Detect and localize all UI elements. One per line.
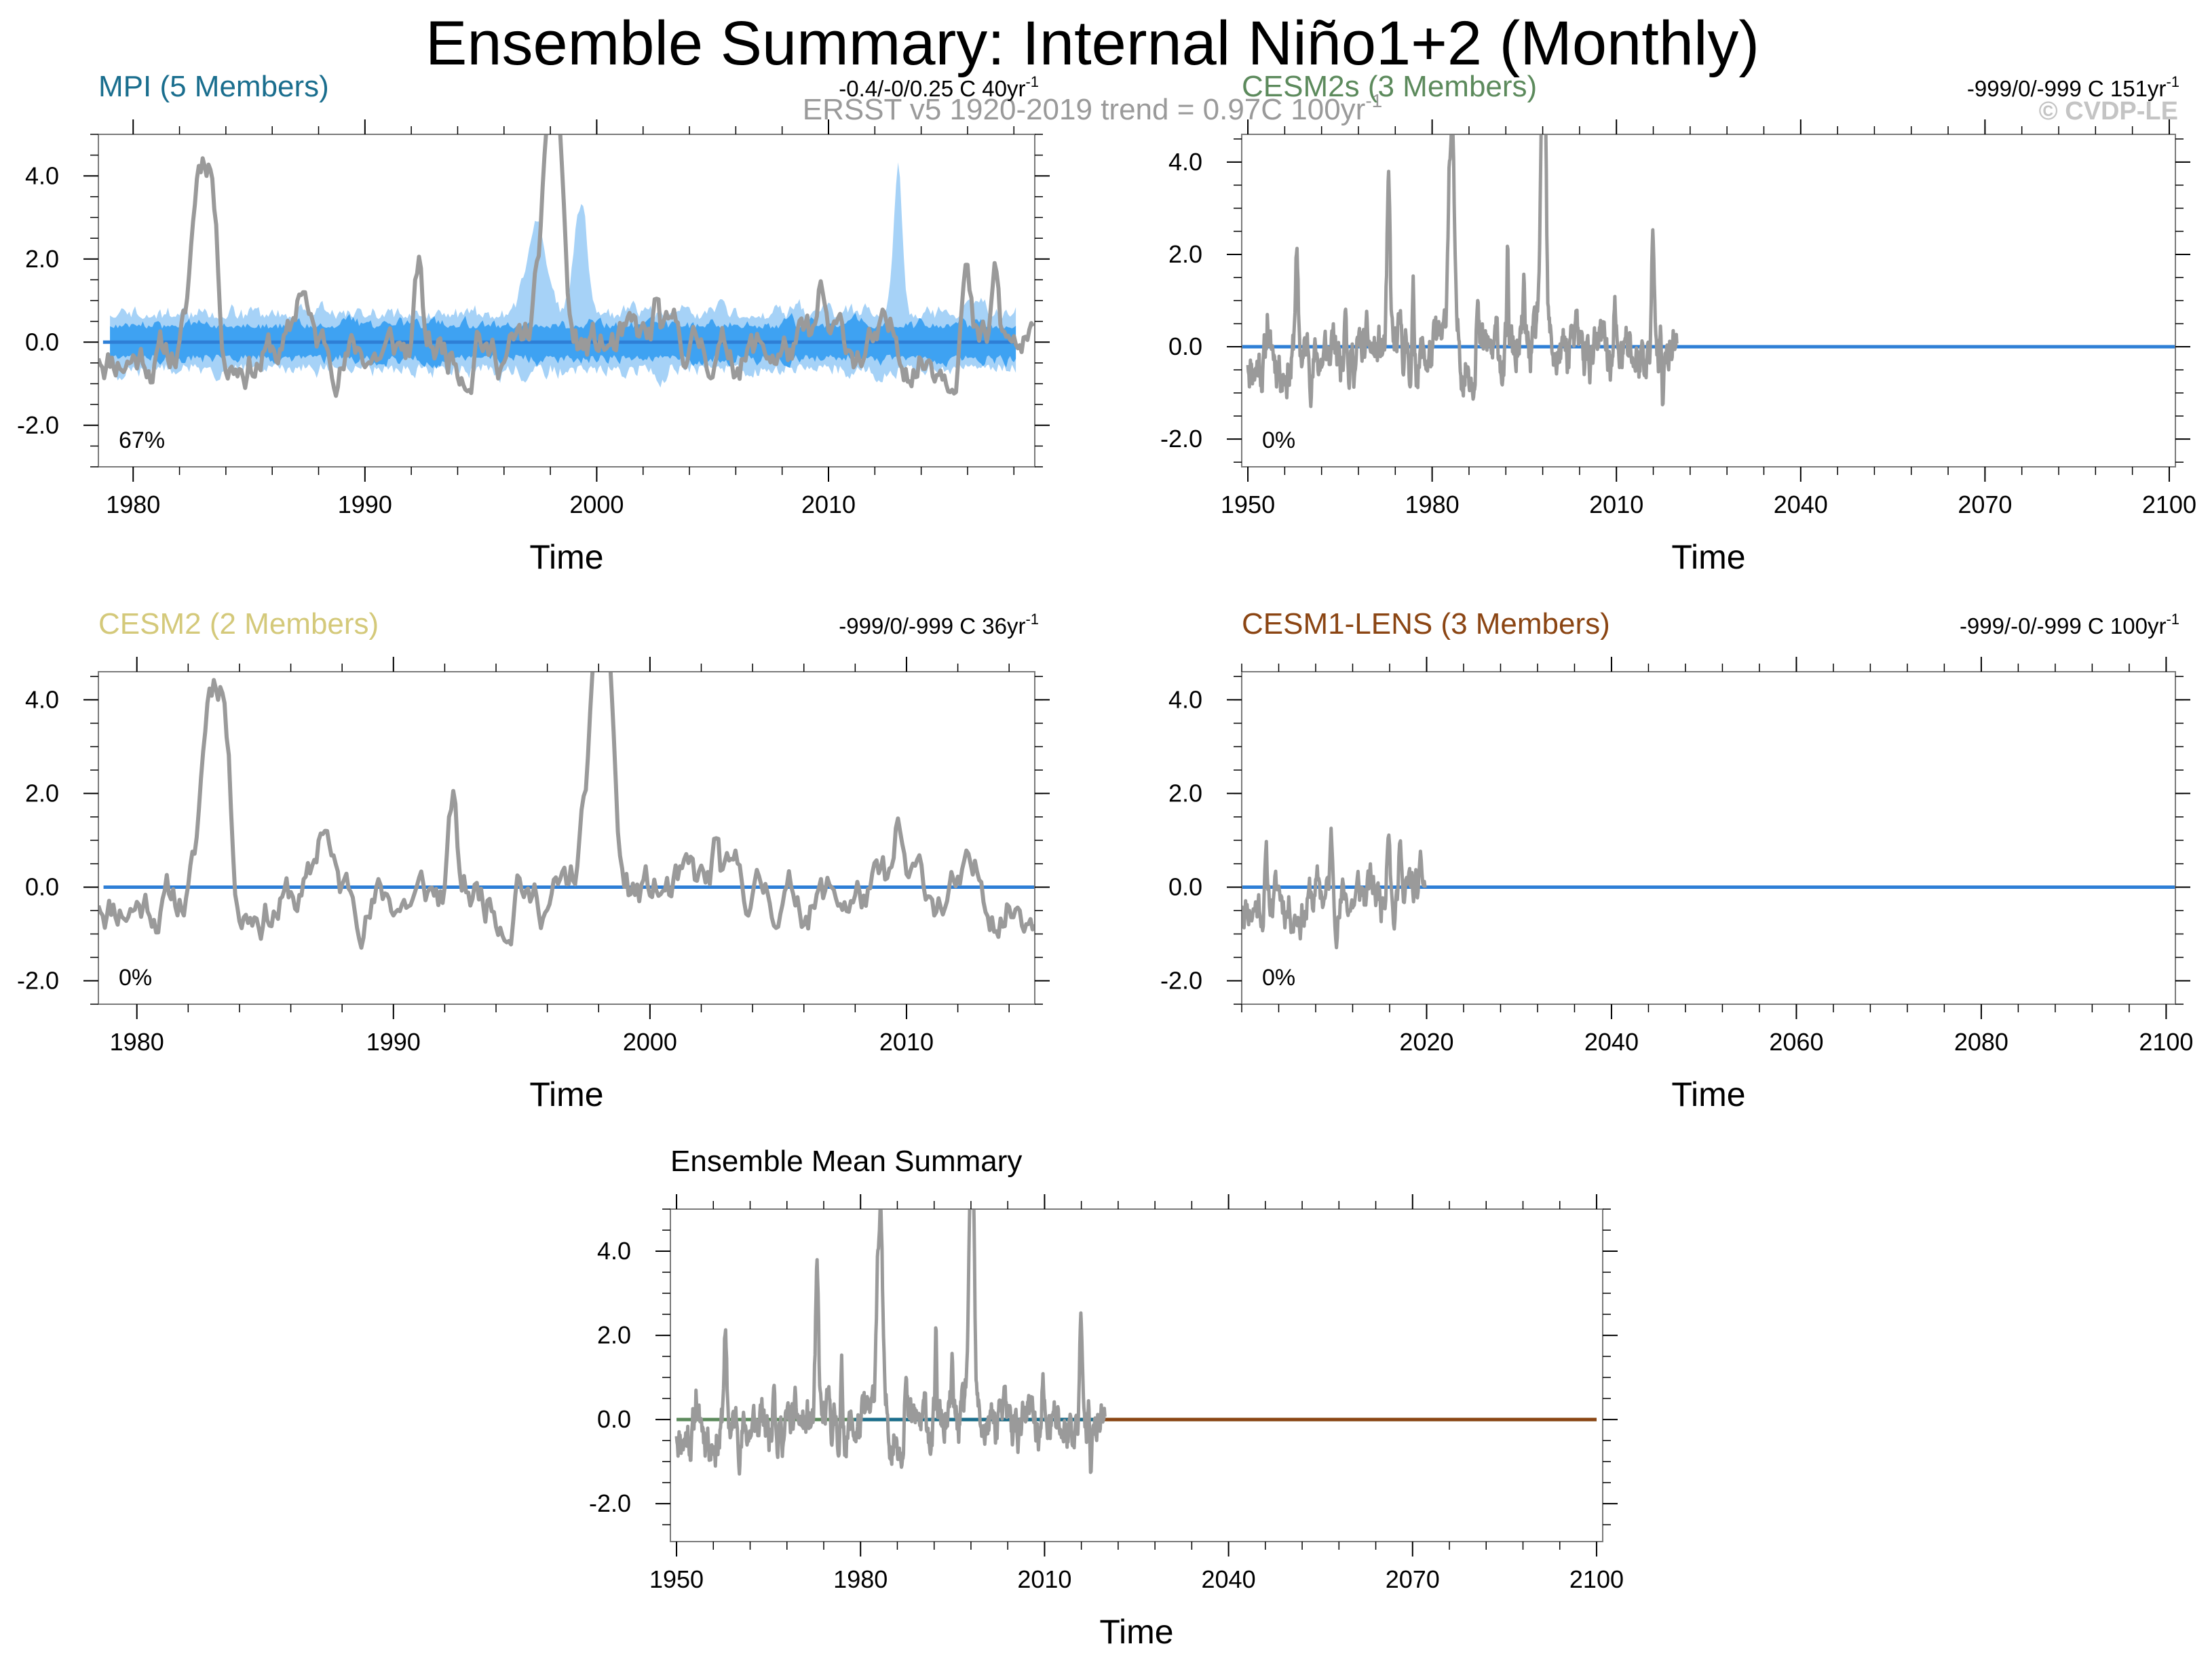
plot-area-cesm2s bbox=[1242, 134, 2175, 408]
x-tick-label: 1950 bbox=[649, 1565, 704, 1593]
panel-stats-sup: -1 bbox=[2166, 73, 2179, 90]
y-tick-label: 4.0 bbox=[25, 161, 59, 189]
series-obs-line bbox=[674, 1209, 1107, 1476]
copyright-label: © CVDP-LE bbox=[2039, 97, 2178, 126]
panel-title: CESM1-LENS (3 Members) bbox=[1242, 607, 1610, 641]
plot-frame bbox=[670, 1208, 1603, 1542]
y-tick-label: 0.0 bbox=[25, 328, 59, 356]
x-axis-label: Time bbox=[1099, 1613, 1173, 1651]
x-axis-label: Time bbox=[529, 1075, 603, 1113]
panel-stats: -999/0/-999 C 36yr-1 bbox=[839, 611, 1039, 638]
x-tick-label: 2060 bbox=[1769, 1028, 1823, 1056]
y-tick-label: 0.0 bbox=[597, 1405, 631, 1433]
y-tick-label: 2.0 bbox=[1168, 240, 1202, 268]
x-tick-label: 2070 bbox=[1386, 1565, 1440, 1593]
panel-cesm2s: 1950 1980 2010 2040 2070 2100 -2.0 0.0 2.0 4.0 CES… bbox=[1160, 70, 2196, 576]
y-tick-label: 2.0 bbox=[25, 245, 59, 273]
series-obs-line bbox=[1246, 134, 1679, 408]
y-tick-label: 4.0 bbox=[597, 1237, 631, 1265]
x-tick-label: 2010 bbox=[1017, 1565, 1071, 1593]
plot-area-ensmean bbox=[674, 1209, 1597, 1476]
panel-percent-label: 67% bbox=[119, 427, 165, 453]
x-tick-label: 2040 bbox=[1202, 1565, 1256, 1593]
y-tick-label: -2.0 bbox=[589, 1489, 631, 1517]
plot-area-cesm1lens bbox=[1242, 826, 2175, 950]
x-tick-label: 2000 bbox=[623, 1028, 677, 1056]
figure-subtitle-text: ERSST v5 1920-2019 trend = 0.97C 100yr bbox=[803, 93, 1366, 126]
panel-title: CESM2s (3 Members) bbox=[1242, 70, 1537, 103]
panel-stats-sup: -1 bbox=[1025, 611, 1039, 628]
x-tick-label: 2010 bbox=[879, 1028, 934, 1056]
x-tick-label: 2040 bbox=[1584, 1028, 1639, 1056]
y-tick-label: -2.0 bbox=[17, 411, 59, 439]
figure-subtitle-sup: -1 bbox=[1365, 90, 1382, 111]
x-tick-label: 1980 bbox=[1405, 491, 1460, 518]
y-tick-label: 0.0 bbox=[1168, 332, 1202, 360]
figure-subtitle: ERSST v5 1920-2019 trend = 0.97C 100yr-1 bbox=[803, 90, 1383, 126]
panel-stats-sup: -1 bbox=[1025, 73, 1039, 90]
panel-title: MPI (5 Members) bbox=[98, 70, 329, 103]
x-tick-label: 2040 bbox=[1774, 491, 1828, 518]
panel-ensmean: 1950 1980 2010 2040 2070 2100 -2.0 0.0 2.0 4.0 Ens… bbox=[589, 1145, 1624, 1651]
x-tick-label: 1990 bbox=[338, 491, 392, 518]
panel-percent-label: 0% bbox=[119, 965, 152, 991]
y-tick-label: 4.0 bbox=[1168, 685, 1202, 713]
y-tick-label: 4.0 bbox=[25, 685, 59, 713]
panel-percent-label: 0% bbox=[1262, 965, 1295, 991]
x-tick-label: 1980 bbox=[833, 1565, 888, 1593]
panels-container: 1980 1990 2000 2010 -2.0 0.0 2.0 4.0 MPI (5 Memb… bbox=[17, 70, 2196, 1651]
panel-stats-text: -999/-0/-999 C 100yr bbox=[1960, 613, 2167, 638]
y-tick-label: -2.0 bbox=[1160, 425, 1202, 453]
x-tick-label: 1980 bbox=[110, 1028, 164, 1056]
x-tick-label: 2010 bbox=[1589, 491, 1643, 518]
y-tick-label: -2.0 bbox=[17, 966, 59, 994]
y-tick-label: 0.0 bbox=[25, 873, 59, 900]
y-tick-label: 0.0 bbox=[1168, 873, 1202, 900]
panel-cesm2: 1980 1990 2000 2010 -2.0 0.0 2.0 4.0 CESM2 (2 Me… bbox=[17, 607, 1050, 1113]
plot-area-cesm2 bbox=[98, 672, 1035, 950]
plot-area-mpi bbox=[98, 134, 1035, 398]
plot-frame bbox=[1241, 671, 2176, 1005]
panel-stats-text: -999/0/-999 C 36yr bbox=[839, 613, 1025, 638]
y-tick-label: 4.0 bbox=[1168, 148, 1202, 176]
x-axis-label: Time bbox=[529, 538, 603, 576]
series-obs-line bbox=[98, 672, 1035, 950]
x-tick-label: 2000 bbox=[569, 491, 624, 518]
figure-title: Ensemble Summary: Internal Niño1+2 (Mont… bbox=[425, 9, 1759, 78]
x-tick-label: 2020 bbox=[1399, 1028, 1453, 1056]
x-tick-label: 2080 bbox=[1954, 1028, 2008, 1056]
x-axis-label: Time bbox=[1671, 538, 1745, 576]
x-tick-label: 1980 bbox=[106, 491, 160, 518]
y-tick-label: 2.0 bbox=[25, 779, 59, 807]
x-tick-label: 2100 bbox=[1569, 1565, 1624, 1593]
panel-stats-text: -999/0/-999 C 151yr bbox=[1967, 76, 2167, 101]
y-tick-label: 2.0 bbox=[1168, 779, 1202, 807]
x-tick-label: 2070 bbox=[1958, 491, 2012, 518]
y-tick-label: -2.0 bbox=[1160, 966, 1202, 994]
x-axis-label: Time bbox=[1671, 1075, 1745, 1113]
panel-stats-sup: -1 bbox=[2166, 611, 2179, 628]
series-obs-line bbox=[98, 134, 1035, 398]
panel-stats: -999/-0/-999 C 100yr-1 bbox=[1960, 611, 2179, 638]
panel-cesm1lens: 2020 2040 2060 2080 2100 -2.0 0.0 2.0 4.0 CESM1-L… bbox=[1160, 607, 2193, 1113]
panel-title: Ensemble Mean Summary bbox=[670, 1145, 1022, 1178]
panel-stats: -999/0/-999 C 151yr-1 bbox=[1967, 73, 2179, 101]
panel-mpi: 1980 1990 2000 2010 -2.0 0.0 2.0 4.0 MPI (5 Memb… bbox=[17, 70, 1050, 576]
plot-frame bbox=[1241, 134, 2176, 467]
panel-stats: -0.4/-0/0.25 C 40yr-1 bbox=[839, 73, 1039, 101]
x-tick-label: 2100 bbox=[2139, 1028, 2193, 1056]
x-tick-label: 2100 bbox=[2142, 491, 2196, 518]
panel-percent-label: 0% bbox=[1262, 427, 1295, 453]
panel-title: CESM2 (2 Members) bbox=[98, 607, 379, 641]
x-tick-label: 2010 bbox=[801, 491, 856, 518]
plot-frame bbox=[98, 671, 1035, 1005]
y-tick-label: 2.0 bbox=[597, 1321, 631, 1349]
series-obs-line bbox=[1242, 826, 1427, 950]
panel-stats-text: -0.4/-0/0.25 C 40yr bbox=[839, 76, 1025, 101]
x-tick-label: 1990 bbox=[366, 1028, 421, 1056]
x-tick-label: 1950 bbox=[1221, 491, 1275, 518]
